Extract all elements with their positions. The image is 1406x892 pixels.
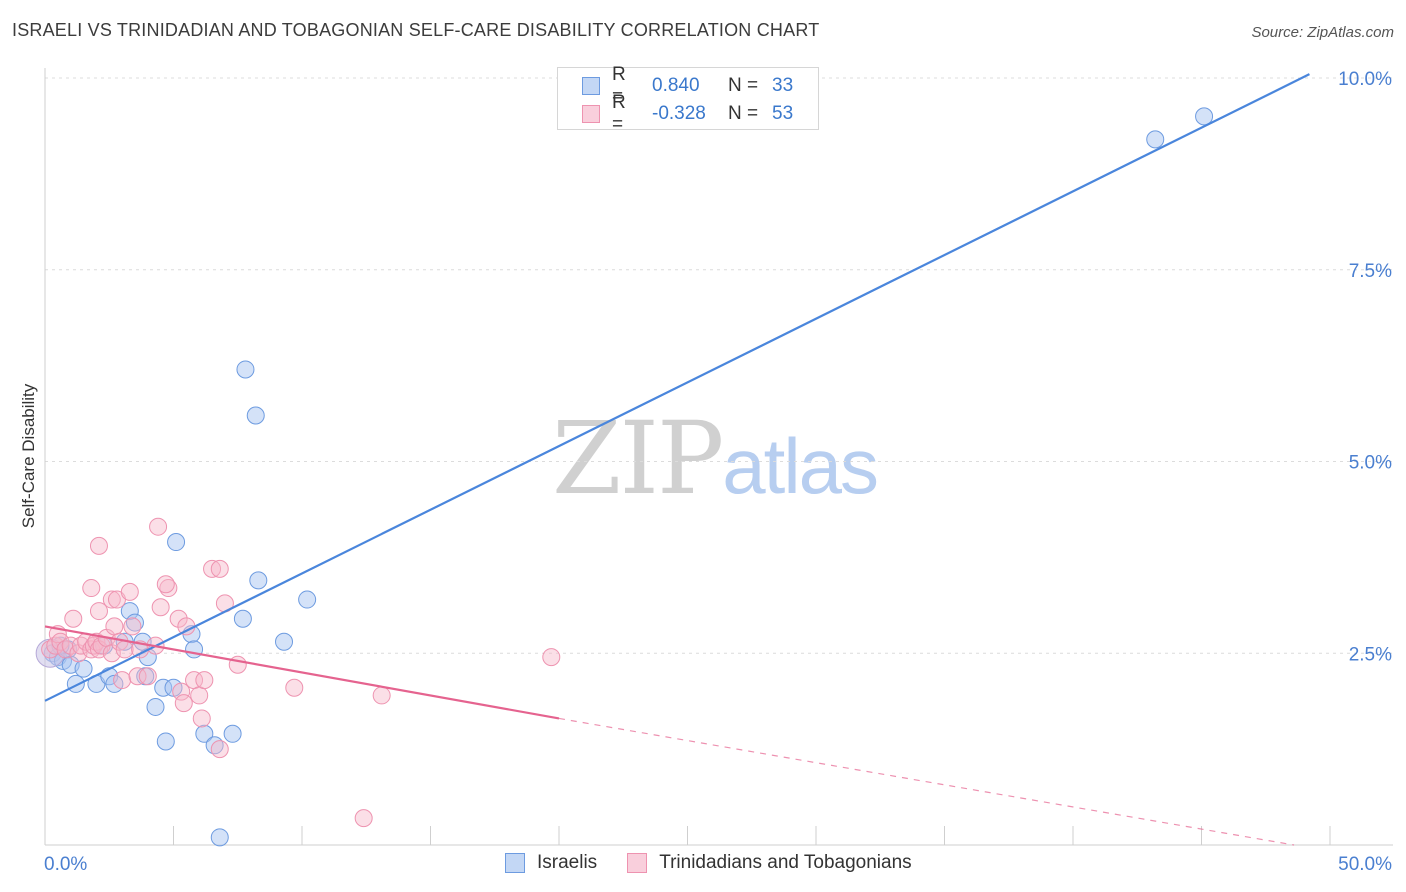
y-tick-label: 5.0% <box>1349 453 1392 474</box>
tick-labels: 2.5% 5.0% 7.5% 10.0% 0.0% 50.0% <box>44 69 1392 875</box>
israelis-trend-line <box>44 73 1310 702</box>
trinidadian-point <box>115 640 134 659</box>
trend-lines <box>44 73 1310 846</box>
trinidadian-point <box>169 609 188 628</box>
israeli-point <box>66 674 85 693</box>
israeli-point <box>236 360 255 379</box>
israeli-point <box>233 609 252 628</box>
axes <box>44 68 1393 846</box>
trinidadian-point <box>542 648 561 667</box>
trinidadian-point <box>105 617 124 636</box>
trinidadian-point <box>128 667 147 686</box>
legend-r-value: -0.328 <box>652 103 706 124</box>
trinidadian-point <box>285 678 304 697</box>
source-credit: Source: ZipAtlas.com <box>1251 24 1394 41</box>
y-tick-label: 10.0% <box>1338 69 1392 90</box>
israeli-point <box>246 406 265 425</box>
legend-row-trinidadians: R = -0.328 N = 53 <box>582 92 794 135</box>
trinidadian-point <box>354 809 373 828</box>
israeli-point <box>167 533 186 552</box>
legend-label-israelis: Israelis <box>537 852 598 873</box>
trinidadian-point <box>61 636 80 655</box>
chart-title: ISRAELI VS TRINIDADIAN AND TOBAGONIAN SE… <box>12 20 820 40</box>
israeli-point <box>298 590 317 609</box>
legend-n-value: 33 <box>772 75 794 96</box>
israeli-point <box>146 697 165 716</box>
israeli-point <box>195 724 214 743</box>
trinidadian-point <box>102 590 121 609</box>
legend-r-label: R = <box>612 64 626 107</box>
legend-item-trinidadians: Trinidadians and Tobagonians <box>627 852 912 874</box>
y-axis-label: Self-Care Disability <box>19 383 38 528</box>
x-tick-label: 50.0% <box>1338 854 1392 875</box>
israeli-point <box>1195 107 1214 126</box>
trinidadian-point <box>64 609 83 628</box>
legend-row-israelis: R = 0.840 N = 33 <box>582 64 794 107</box>
israeli-point <box>1146 130 1165 149</box>
trinidadian-point <box>195 671 214 690</box>
trinidadian-point <box>149 517 168 536</box>
trinidadian-point <box>372 686 391 705</box>
trinidadian-point <box>192 709 211 728</box>
trinidadians-trend-line <box>44 625 560 720</box>
legend-label-trinidadians: Trinidadians and Tobagonians <box>659 852 912 873</box>
legend-r-value: 0.840 <box>652 75 700 96</box>
legend-swatch-trinidadians <box>627 853 648 873</box>
trinidadian-point <box>210 740 229 759</box>
legend-n-label: N = <box>728 75 759 96</box>
israeli-point <box>249 571 268 590</box>
legend-r-label: R = <box>612 92 626 135</box>
trinidadians-trend-extension <box>558 717 1295 846</box>
x-tick-label: 0.0% <box>44 854 87 875</box>
trinidadian-point <box>174 694 193 713</box>
trinidadian-point <box>89 602 108 621</box>
trinidadian-point <box>138 667 157 686</box>
trinidadian-point <box>120 582 139 601</box>
legend-swatch-israelis <box>505 853 525 873</box>
trinidadian-point <box>82 579 101 598</box>
legend-item-israelis: Israelis <box>505 852 597 874</box>
legend-n-label: N = <box>728 103 759 124</box>
trinidadian-point <box>177 617 196 636</box>
series-legend: Israelis Trinidadians and Tobagonians <box>505 852 942 874</box>
trinidadian-point <box>151 598 170 617</box>
trinidadians-points <box>41 517 561 828</box>
israeli-point <box>210 828 229 847</box>
trinidadian-point <box>190 686 209 705</box>
y-tick-label: 7.5% <box>1349 261 1392 282</box>
trinidadian-point <box>123 617 142 636</box>
y-tick-label: 2.5% <box>1349 644 1392 665</box>
trinidadian-point <box>113 671 132 690</box>
trinidadian-point <box>89 536 108 555</box>
legend-n-value: 53 <box>772 103 794 124</box>
legend-swatch-israelis <box>582 77 600 95</box>
israeli-point <box>185 640 204 659</box>
israelis-points <box>35 107 1214 847</box>
israeli-point <box>74 659 93 678</box>
trinidadian-point <box>156 575 175 594</box>
israeli-point <box>156 732 175 751</box>
trinidadian-point <box>203 559 222 578</box>
israeli-point <box>223 724 242 743</box>
israeli-point <box>275 632 294 651</box>
trinidadian-point <box>172 682 191 701</box>
stats-legend: R = 0.840 N = 33 R = -0.328 N = 53 <box>557 64 819 135</box>
trinidadian-point <box>210 559 229 578</box>
legend-swatch-trinidadians <box>582 105 600 123</box>
